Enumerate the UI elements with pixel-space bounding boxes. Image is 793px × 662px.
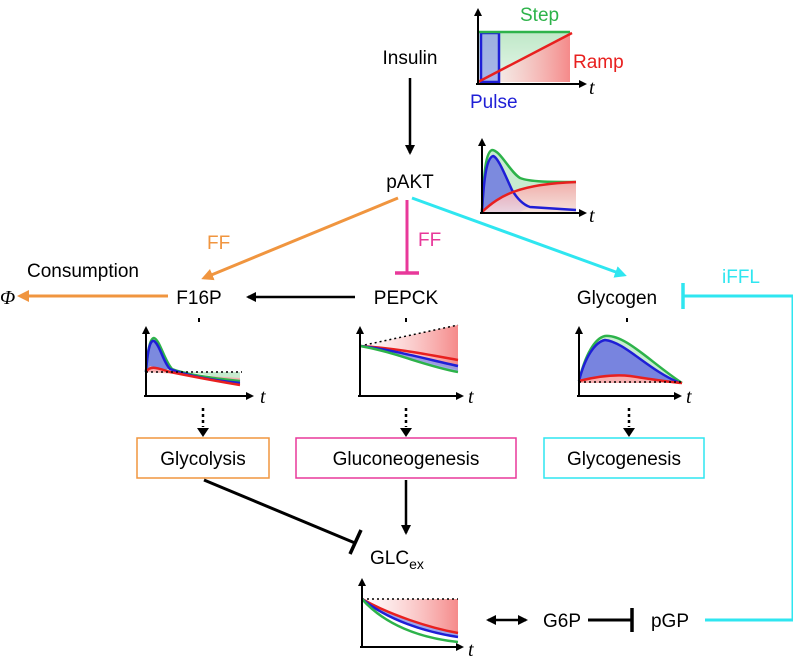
glycogenesis-box <box>543 437 705 479</box>
gluconeogenesis-box <box>295 437 517 479</box>
consumption-label: Consumption <box>27 261 139 282</box>
glycogen-node: Glycogen <box>577 288 657 309</box>
pgp-node: pGP <box>651 611 689 632</box>
ramp-label: Ramp <box>573 52 624 73</box>
glycogenesis-label: Glycogenesis <box>567 449 681 470</box>
ramp-response-area <box>482 182 576 212</box>
insulin-node: Insulin <box>383 48 438 69</box>
f16p-response-plot: t <box>142 326 266 408</box>
glycolysis-box <box>136 437 270 479</box>
glycogen-response-plot: t <box>575 326 692 408</box>
input-stimulus-plot: Step Ramp Pulse t <box>470 5 624 113</box>
time-label: t <box>260 386 266 408</box>
pulse-response-area <box>482 156 530 212</box>
glc-node: GLCex <box>370 548 424 572</box>
pakt-to-f16p-edge <box>201 196 399 281</box>
pulse-response-line <box>480 154 577 213</box>
pakt-node: pAKT <box>386 172 434 193</box>
step-label: Step <box>520 5 559 26</box>
glycolysis-label: Glycolysis <box>160 449 246 470</box>
step-response-line <box>480 148 577 213</box>
pulse-label: Pulse <box>470 92 518 113</box>
ff-left-label: FF <box>207 233 230 254</box>
gluconeogenesis-label: Gluconeogenesis <box>333 449 480 470</box>
glc-inhibition-bar <box>348 529 363 555</box>
iffl-loop-edge <box>682 294 793 622</box>
ramp-line <box>477 31 573 84</box>
ramp-response-line <box>481 180 577 213</box>
iffl-label: iFFL <box>722 267 760 288</box>
time-label: t <box>686 386 692 408</box>
g6p-node: G6P <box>543 611 581 632</box>
time-label: t <box>589 77 595 99</box>
time-label: t <box>589 205 595 227</box>
ff-mid-label: FF <box>418 230 441 251</box>
pepck-response-plot: t <box>356 324 474 408</box>
phi-label: Φ <box>0 287 15 309</box>
time-label: t <box>468 639 474 661</box>
pepck-node: PEPCK <box>374 288 439 309</box>
f16p-node: F16P <box>176 288 221 309</box>
glcex-response-plot: t <box>358 578 474 661</box>
dotted-arrows <box>197 408 635 437</box>
glycolysis-to-glc-edge <box>203 478 356 545</box>
time-label: t <box>468 386 474 408</box>
pakt-to-glycogen-edge <box>411 196 627 278</box>
pakt-response-plot: t <box>478 138 595 227</box>
